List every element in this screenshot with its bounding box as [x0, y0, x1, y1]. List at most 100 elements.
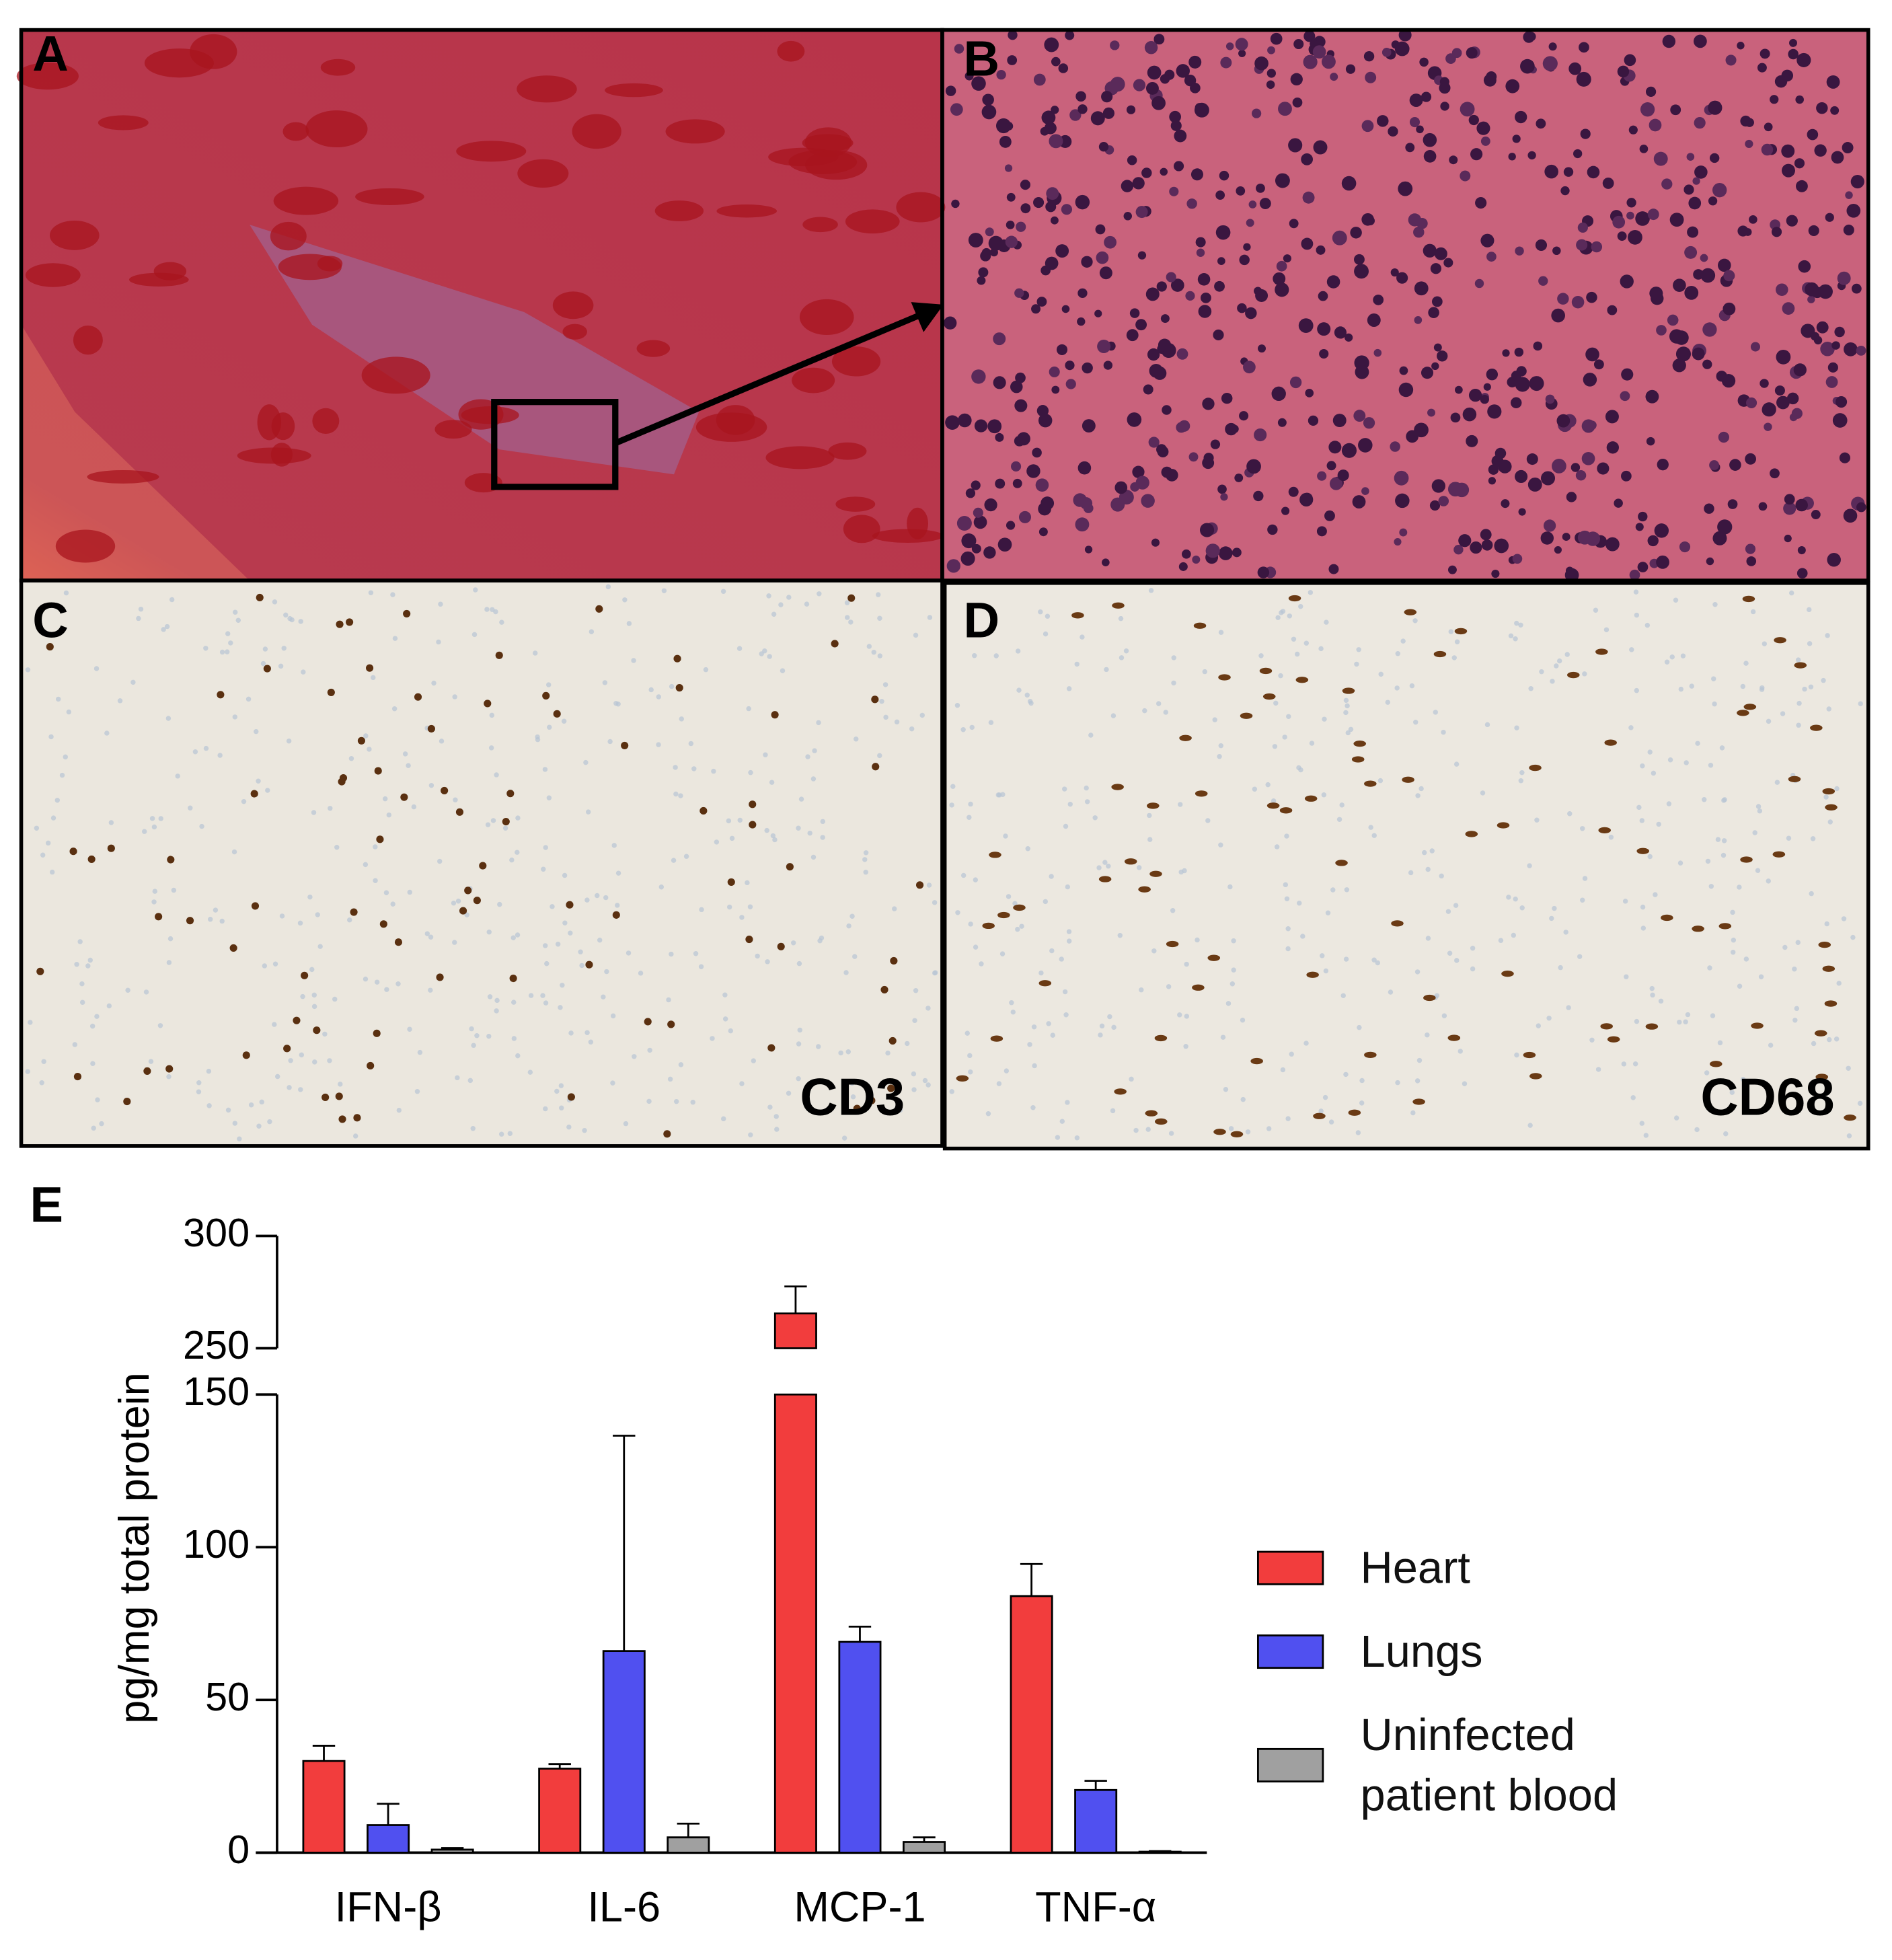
nucleus — [1050, 216, 1059, 225]
legend-swatch — [1256, 1634, 1324, 1669]
nucleus — [1012, 478, 1022, 488]
vessel — [896, 192, 946, 223]
nucleus — [1343, 956, 1349, 962]
nucleus — [1568, 62, 1582, 75]
tissue-streak — [250, 225, 699, 475]
nucleus — [1328, 1119, 1334, 1125]
nucleus — [1633, 589, 1639, 595]
nucleus — [1536, 118, 1546, 129]
nucleus — [1620, 274, 1634, 289]
stained-cell — [1348, 1109, 1361, 1116]
nucleus — [543, 845, 548, 850]
stained-cell — [336, 620, 344, 628]
nucleus — [816, 720, 821, 726]
nucleus — [1796, 568, 1808, 579]
vessel — [25, 263, 81, 287]
nucleus — [1365, 71, 1377, 83]
nucleus — [810, 776, 817, 782]
nucleus — [951, 199, 960, 209]
nucleus — [1836, 981, 1842, 986]
nucleus — [945, 85, 956, 96]
nucleus — [638, 971, 644, 976]
nucleus — [673, 1098, 679, 1104]
nucleus — [1649, 985, 1655, 991]
nucleus — [958, 413, 972, 428]
nucleus — [1302, 191, 1315, 204]
nucleus — [1788, 590, 1794, 596]
nucleus — [1846, 1065, 1851, 1071]
nucleus — [1786, 392, 1799, 405]
nucleus — [262, 646, 268, 652]
nucleus — [1363, 417, 1375, 429]
error-bar — [848, 1625, 872, 1643]
nucleus — [1020, 180, 1030, 190]
nucleus — [1301, 153, 1314, 165]
nucleus — [1577, 530, 1592, 545]
nucleus — [1415, 793, 1421, 798]
nucleus — [722, 1016, 728, 1022]
nucleus — [1003, 833, 1008, 839]
nucleus — [1339, 802, 1345, 808]
nucleus — [309, 967, 315, 973]
nucleus — [1019, 924, 1024, 929]
nucleus — [912, 1018, 917, 1024]
nucleus — [1628, 125, 1638, 135]
nucleus — [883, 714, 888, 720]
nucleus — [1808, 225, 1819, 236]
vessel — [654, 200, 704, 221]
nucleus — [613, 701, 619, 706]
nucleus — [1377, 115, 1389, 127]
nucleus — [945, 415, 960, 430]
nucleus — [1837, 271, 1851, 285]
nucleus — [213, 907, 219, 913]
nucleus — [1513, 896, 1518, 902]
nucleus — [157, 1023, 163, 1028]
nucleus — [894, 719, 900, 725]
nucleus — [1240, 1017, 1246, 1023]
nucleus — [1322, 716, 1327, 722]
stained-cell — [69, 847, 77, 856]
nucleus — [729, 835, 735, 841]
nucleus — [1319, 348, 1329, 359]
nucleus — [535, 737, 541, 743]
nucleus — [1238, 49, 1246, 58]
nucleus — [1454, 639, 1460, 644]
nucleus — [1762, 641, 1768, 646]
nucleus — [99, 1121, 104, 1127]
nucleus — [1099, 1023, 1105, 1029]
nucleus — [48, 734, 54, 740]
nucleus — [1288, 138, 1303, 153]
nucleus — [673, 765, 678, 770]
nucleus — [969, 724, 975, 730]
nucleus — [515, 1053, 521, 1059]
nucleus — [1258, 653, 1264, 658]
nucleus — [1730, 950, 1736, 955]
nucleus — [347, 917, 352, 923]
nucleus — [1737, 884, 1742, 890]
vessel — [49, 221, 100, 250]
nucleus — [615, 870, 621, 876]
nucleus — [1445, 53, 1456, 64]
nucleus — [1253, 490, 1264, 502]
nucleus — [1412, 618, 1418, 624]
nucleus — [1227, 884, 1233, 890]
vessel — [305, 110, 368, 148]
nucleus — [1710, 1013, 1716, 1018]
stained-cell — [1391, 920, 1404, 927]
nucleus — [1554, 545, 1562, 554]
nucleus — [1781, 144, 1795, 158]
nucleus — [767, 654, 772, 659]
nucleus — [1556, 658, 1562, 664]
nucleus — [1723, 270, 1735, 282]
nucleus — [414, 1088, 420, 1094]
nucleus — [1014, 435, 1025, 447]
nucleus — [1731, 937, 1737, 943]
nucleus — [568, 1030, 574, 1036]
stained-cell — [1154, 1034, 1168, 1042]
nucleus — [1826, 75, 1840, 89]
nucleus — [1359, 1078, 1365, 1084]
nucleus — [1051, 106, 1059, 114]
nucleus — [148, 1059, 154, 1064]
nucleus — [1045, 613, 1051, 619]
nucleus — [1101, 91, 1113, 103]
